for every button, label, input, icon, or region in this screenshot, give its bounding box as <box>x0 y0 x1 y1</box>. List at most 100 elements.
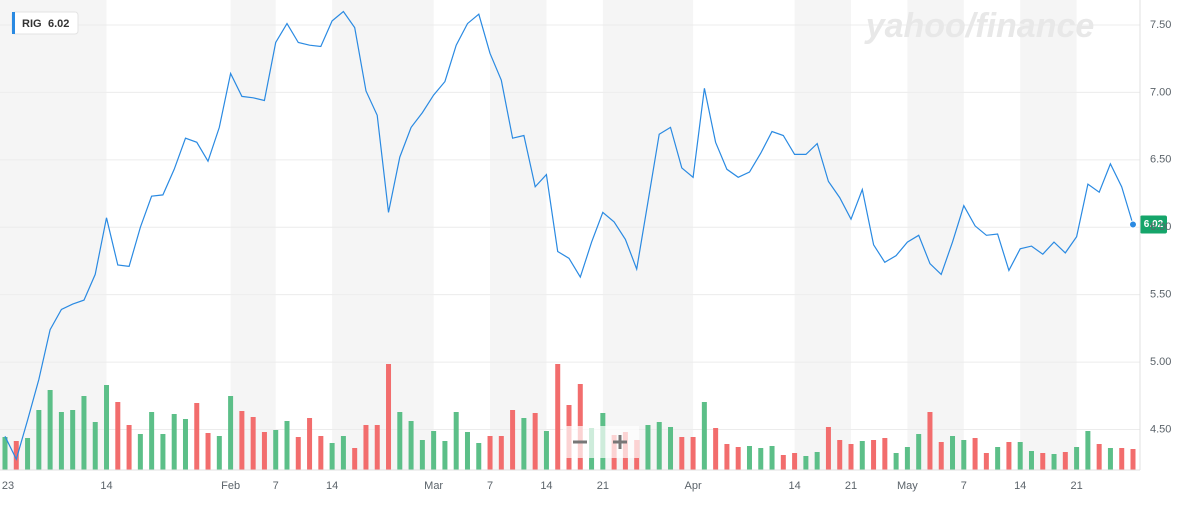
volume-bar <box>81 396 87 470</box>
last-value-label: 6.02 <box>1144 219 1164 230</box>
volume-bar <box>25 438 31 470</box>
x-tick-label: 21 <box>597 480 609 492</box>
volume-bar <box>137 434 143 470</box>
volume-bar <box>1074 447 1080 470</box>
volume-bar <box>47 390 53 470</box>
volume-bar <box>724 444 730 470</box>
x-tick-label: Apr <box>685 480 702 492</box>
y-tick-label: 6.50 <box>1150 154 1171 166</box>
volume-bar <box>1017 442 1023 470</box>
volume-bar <box>363 425 369 470</box>
volume-bar <box>476 443 482 470</box>
volume-bar <box>837 440 843 470</box>
zoom-controls[interactable] <box>563 426 639 458</box>
volume-bar <box>938 442 944 470</box>
y-tick-label: 5.50 <box>1150 289 1171 301</box>
y-tick-label: 6.00 <box>1150 221 1171 233</box>
volume-bar <box>160 434 166 470</box>
volume-bar <box>780 455 786 470</box>
volume-bar <box>194 403 200 470</box>
volume-bar <box>126 425 132 470</box>
volume-bar <box>464 432 470 470</box>
volume-bar <box>216 436 222 470</box>
volume-bar <box>261 432 267 470</box>
volume-bar <box>758 448 764 470</box>
x-tick-label: 14 <box>1014 480 1026 492</box>
x-tick-label: 7 <box>961 480 967 492</box>
volume-bar <box>352 448 358 470</box>
volume-bar <box>1130 449 1136 470</box>
volume-bar <box>1107 448 1113 470</box>
x-tick-label: 14 <box>326 480 338 492</box>
volume-bar <box>1062 452 1068 470</box>
volume-bar <box>149 412 155 470</box>
volume-bar <box>995 447 1001 470</box>
y-tick-label: 7.00 <box>1150 86 1171 98</box>
volume-bar <box>746 446 752 470</box>
volume-bar <box>205 433 211 470</box>
volume-bar <box>871 440 877 470</box>
week-band <box>230 0 276 470</box>
watermark: yahoo/finance <box>864 7 1095 45</box>
volume-bar <box>329 443 335 470</box>
week-band <box>602 0 694 470</box>
volume-bar <box>36 410 42 470</box>
y-tick-label: 7.50 <box>1150 19 1171 31</box>
week-band <box>794 0 851 470</box>
last-value-tag <box>1140 215 1167 234</box>
volume-bar <box>532 413 538 470</box>
volume-bar <box>1028 451 1034 470</box>
volume-bar <box>1085 431 1091 470</box>
x-tick-label: Mar <box>424 480 443 492</box>
volume-bar <box>295 437 301 470</box>
x-tick-label: 14 <box>100 480 112 492</box>
x-tick-label: May <box>897 480 918 492</box>
week-band <box>1020 0 1077 470</box>
volume-bar <box>318 436 324 470</box>
x-tick-label: 21 <box>1070 480 1082 492</box>
volume-bar <box>250 417 256 470</box>
volume-bar <box>668 427 674 470</box>
volume-bar <box>803 456 809 470</box>
volume-bar <box>58 412 64 470</box>
volume-bar <box>273 430 279 470</box>
volume-bar <box>115 402 121 470</box>
volume-bar <box>859 441 865 470</box>
legend-name: RIG <box>22 18 42 30</box>
volume-bar <box>950 436 956 470</box>
volume-bar <box>419 440 425 470</box>
volume-bar <box>408 421 414 470</box>
volume-bar <box>701 402 707 470</box>
volume-bar <box>1119 448 1125 470</box>
volume-bar <box>848 444 854 470</box>
volume-bar <box>510 410 516 470</box>
volume-bar <box>487 436 493 470</box>
volume-bar <box>521 418 527 470</box>
volume-bar <box>769 446 775 470</box>
week-bands <box>0 0 1077 470</box>
volume-bar <box>307 418 313 470</box>
volume-bar <box>182 419 188 470</box>
week-band <box>907 0 964 470</box>
legend-swatch <box>12 12 15 34</box>
week-band <box>490 0 547 470</box>
volume-bar <box>735 447 741 470</box>
axes: 23 14 Feb 7 14 Mar 7 14 21 Apr 14 21 May 7 14 21 4.50 5.0… <box>2 19 1172 492</box>
volume-bar <box>555 364 561 470</box>
volume-bar <box>543 431 549 470</box>
volume-bar <box>792 453 798 470</box>
y-tick-label: 5.00 <box>1150 356 1171 368</box>
volume-bar <box>961 440 967 470</box>
volume-bar <box>284 421 290 470</box>
volume-bar <box>882 438 888 470</box>
volume-bar <box>679 437 685 470</box>
volume-bar <box>927 412 933 470</box>
volume-bar <box>453 412 459 470</box>
x-tick-label: 7 <box>487 480 493 492</box>
volume-bar <box>171 414 177 470</box>
last-point <box>1129 220 1137 229</box>
volume-bar <box>825 427 831 470</box>
volume-bar <box>386 364 392 470</box>
volume-bar <box>13 441 19 470</box>
